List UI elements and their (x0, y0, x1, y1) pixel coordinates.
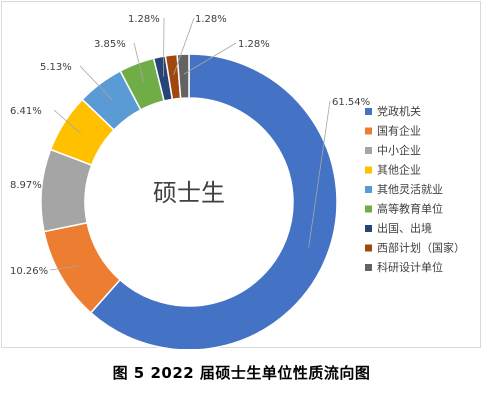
legend-label-3: 中小企业 (377, 143, 421, 157)
leader-line-1 (308, 100, 331, 248)
legend-label-5: 其他灵活就业 (377, 182, 443, 196)
legend-label-6: 高等教育单位 (377, 202, 443, 216)
leader-lines-group (49, 17, 331, 271)
legend-label-7: 出国、出境 (377, 221, 432, 235)
legend-label-1: 党政机关 (377, 104, 421, 118)
legend-swatch-9 (365, 264, 372, 271)
data-label-5: 5.13% (40, 62, 72, 73)
leader-line-5 (79, 65, 113, 100)
leader-line-2 (49, 265, 79, 271)
data-label-9: 1.28% (238, 39, 270, 50)
legend-swatch-5 (365, 186, 372, 193)
legend-label-8: 西部计划（国家） (377, 241, 465, 255)
data-label-3: 8.97% (10, 180, 42, 191)
legend-swatch-4 (365, 166, 372, 174)
data-label-2: 10.26% (10, 266, 48, 277)
data-label-4: 6.41% (10, 106, 42, 117)
legend-label-4: 其他企业 (377, 163, 421, 177)
leader-line-9 (183, 42, 237, 75)
legend-swatch-7 (365, 225, 372, 232)
data-label-6: 3.85% (94, 39, 126, 50)
legend-swatch-6 (365, 205, 372, 213)
leader-line-3 (49, 183, 62, 193)
data-label-1: 61.54% (332, 97, 370, 108)
slices-group (40, 53, 338, 349)
data-labels-group: 61.54% 10.26% 8.97% 6.41% 5.13% 3.85% 1.28% 1.2… (10, 14, 370, 277)
leader-line-6 (133, 42, 145, 83)
legend-label-9: 科研设计单位 (377, 260, 443, 274)
center-label: 硕士生 (153, 179, 225, 207)
legend-swatch-1 (365, 108, 372, 115)
leader-line-4 (53, 109, 82, 134)
legend-swatch-2 (365, 127, 372, 135)
donut-chart: 61.54% 10.26% 8.97% 6.41% 5.13% 3.85% 1.28% 1.2… (10, 14, 465, 349)
data-label-7: 1.28% (128, 14, 160, 25)
legend-swatch-3 (365, 147, 372, 154)
leader-line-8 (173, 17, 195, 76)
figure-caption: 图 5 2022 届硕士生单位性质流向图 (112, 364, 371, 382)
leader-line-7 (163, 17, 165, 77)
chart-area: 61.54% 10.26% 8.97% 6.41% 5.13% 3.85% 1.28% 1.2… (1, 1, 481, 349)
data-label-8: 1.28% (195, 14, 227, 25)
legend-label-2: 国有企业 (377, 124, 421, 138)
legend-swatch-8 (365, 244, 372, 252)
legend: 党政机关国有企业中小企业其他企业其他灵活就业高等教育单位出国、出境西部计划（国家… (365, 104, 465, 274)
slice-1 (89, 53, 338, 349)
